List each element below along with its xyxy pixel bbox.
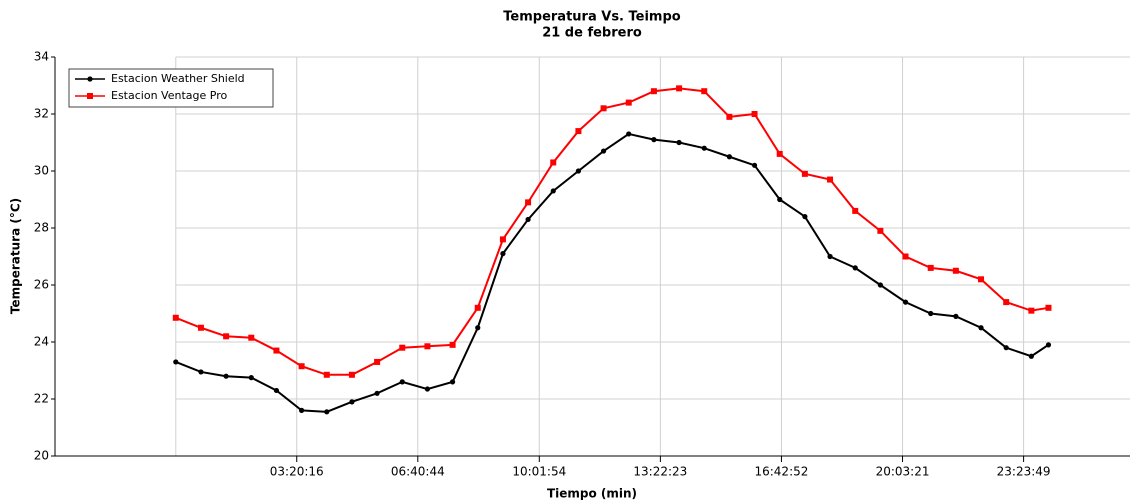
marker: [953, 313, 959, 319]
x-tick-label: 06:40:44: [391, 465, 445, 479]
marker: [197, 324, 204, 331]
chart-title: Temperatura Vs. Teimpo: [503, 10, 681, 25]
marker: [575, 128, 582, 135]
marker: [374, 390, 380, 396]
y-tick-label: 28: [34, 221, 49, 235]
marker: [348, 371, 355, 378]
marker: [626, 131, 632, 137]
y-axis-label: Temperatura (°C): [9, 198, 23, 314]
marker: [902, 253, 909, 260]
marker: [273, 387, 280, 394]
marker: [324, 409, 330, 415]
marker: [902, 299, 909, 305]
marker: [449, 341, 456, 348]
marker: [499, 236, 506, 243]
marker: [323, 371, 330, 378]
marker: [751, 162, 758, 168]
marker: [575, 168, 582, 174]
marker: [474, 304, 481, 311]
y-tick-label: 32: [34, 107, 49, 121]
y-tick-label: 26: [34, 278, 49, 292]
marker: [751, 111, 758, 117]
legend-marker: [87, 93, 93, 99]
marker: [600, 105, 607, 112]
marker: [273, 347, 280, 354]
marker: [1028, 353, 1034, 359]
legend-box: [68, 68, 274, 108]
marker: [802, 214, 808, 220]
legend-label: Estacion Ventage Pro: [111, 89, 227, 102]
marker: [650, 88, 657, 95]
marker: [424, 343, 431, 350]
marker: [927, 264, 934, 271]
marker: [198, 369, 204, 375]
marker: [676, 85, 683, 92]
chart-subtitle: 21 de febrero: [542, 26, 642, 41]
x-tick-label: 13:22:23: [633, 465, 687, 479]
marker: [550, 159, 557, 166]
marker: [374, 358, 381, 365]
marker: [424, 386, 431, 392]
marker: [777, 196, 783, 203]
marker: [550, 188, 556, 194]
marker: [877, 282, 883, 288]
marker: [173, 359, 179, 365]
series-line: [175, 87, 1049, 376]
marker: [248, 375, 254, 381]
marker: [525, 216, 531, 223]
marker: [852, 207, 859, 214]
marker: [298, 363, 305, 370]
marker: [952, 267, 959, 274]
marker: [1045, 304, 1052, 311]
marker: [1028, 307, 1035, 314]
marker: [1045, 342, 1052, 348]
marker: [978, 325, 984, 331]
y-tick-label: 24: [34, 335, 49, 349]
marker: [500, 251, 506, 257]
marker: [625, 99, 632, 106]
marker: [399, 344, 406, 351]
marker: [525, 199, 532, 206]
marker: [676, 139, 682, 146]
y-tick-label: 34: [34, 50, 49, 64]
marker: [801, 170, 808, 177]
marker: [449, 379, 456, 385]
marker: [475, 325, 481, 331]
marker: [223, 373, 229, 379]
marker: [651, 137, 657, 143]
marker: [726, 154, 732, 160]
marker: [877, 227, 884, 234]
marker: [399, 379, 405, 385]
marker: [349, 399, 355, 405]
y-tick-label: 30: [34, 164, 49, 178]
marker: [978, 276, 985, 283]
legend-label: Estacion Weather Shield: [111, 72, 245, 85]
y-tick-label: 20: [34, 449, 49, 463]
x-tick-label: 23:23:49: [997, 465, 1051, 479]
marker: [852, 265, 858, 271]
x-tick-label: 20:03:21: [876, 465, 930, 479]
legend-marker: [87, 76, 93, 82]
x-tick-label: 03:20:16: [270, 465, 324, 479]
y-tick-label: 22: [34, 392, 49, 406]
marker: [1003, 299, 1010, 306]
x-tick-label: 16:42:52: [754, 465, 808, 479]
marker: [827, 176, 834, 183]
series-line: [175, 132, 1050, 413]
marker: [701, 88, 708, 95]
marker: [928, 310, 934, 317]
marker: [701, 145, 707, 151]
marker: [1003, 345, 1009, 351]
x-tick-label: 10:01:54: [512, 465, 566, 479]
marker: [223, 333, 230, 340]
marker: [726, 113, 733, 120]
marker: [299, 407, 305, 413]
x-axis-label: Tiempo (min): [547, 487, 637, 501]
marker: [172, 314, 179, 321]
marker: [827, 253, 833, 260]
marker: [776, 150, 783, 157]
marker: [248, 334, 255, 341]
marker: [600, 148, 607, 154]
